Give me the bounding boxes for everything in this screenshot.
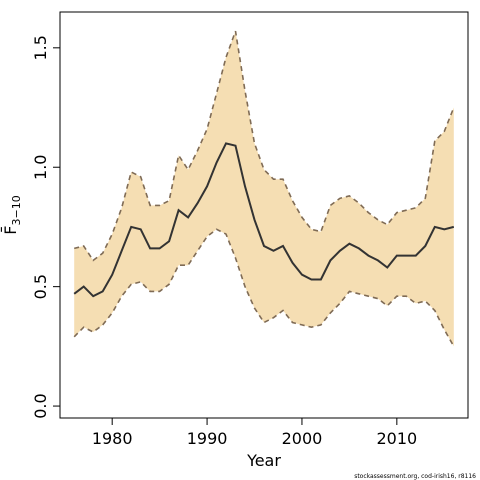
estimate-line xyxy=(73,142,455,298)
x-axis-title: Year xyxy=(246,451,281,470)
y-axis-title-subscript: 3−10 xyxy=(10,195,23,225)
y-axis: 0.0 0.5 1.0 1.5 xyxy=(31,35,60,419)
x-tick-label-2000: 2000 xyxy=(282,429,323,448)
lower-bound-line xyxy=(73,228,455,347)
confidence-band xyxy=(74,31,454,347)
plot-frame xyxy=(59,11,469,419)
x-tick-label-2010: 2010 xyxy=(376,429,417,448)
credit-text: stockassessment.org, cod-irish16, r8116 xyxy=(354,473,476,480)
y-tick-label-0.5: 0.5 xyxy=(31,274,50,299)
y-tick-label-1.5: 1.5 xyxy=(31,35,50,60)
plot-area xyxy=(73,30,455,347)
y-tick-label-1.0: 1.0 xyxy=(31,155,50,180)
x-tick-label-1980: 1980 xyxy=(92,429,133,448)
x-tick-label-1990: 1990 xyxy=(187,429,228,448)
upper-bound-line xyxy=(74,30,455,262)
x-axis: 1980 1990 2000 2010 xyxy=(92,418,417,448)
y-axis-title-main: F̄ xyxy=(1,226,20,235)
y-axis-title: F̄3−10 xyxy=(1,195,23,234)
y-tick-label-0.0: 0.0 xyxy=(31,393,50,418)
